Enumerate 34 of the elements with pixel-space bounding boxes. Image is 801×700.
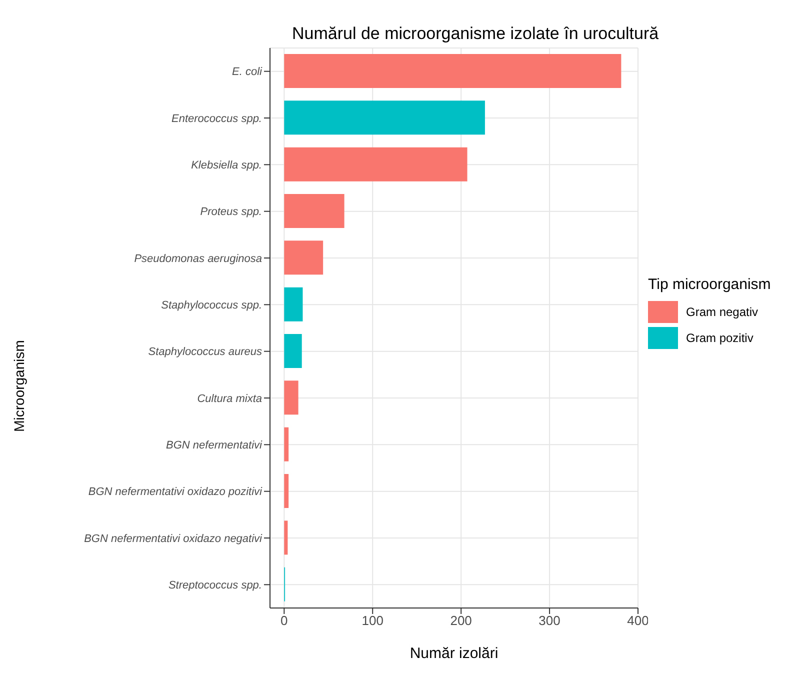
bar [284,287,303,322]
y-tick-label: Staphylococcus spp. [161,300,262,312]
y-tick-label: Streptococcus spp. [168,580,262,592]
bar [284,380,298,415]
legend-title: Tip microorganism [648,276,771,293]
bar [284,100,485,135]
bar [284,474,289,508]
bar [284,147,468,182]
x-tick-label: 300 [538,613,560,628]
x-tick-label: 200 [450,613,472,628]
x-tick-label: 400 [627,613,649,628]
y-tick-label: Pseudomonas aeruginosa [134,252,262,265]
y-tick-label: BGN nefermentativi oxidazo negativi [84,532,263,545]
bar [284,54,622,88]
bar [284,520,288,555]
x-axis-title: Număr izolări [410,645,498,662]
legend-label: Gram pozitiv [686,331,754,345]
y-tick-label: E. coli [232,66,263,78]
y-tick-label: BGN nefermentativi [166,440,263,452]
y-tick-label: BGN nefermentativi oxidazo pozitivi [88,486,263,498]
y-tick-label: Enterococcus spp. [172,112,262,125]
y-axis-title: Microorganism [11,339,27,434]
x-tick-label: 0 [280,613,288,628]
y-tick-label: Staphylococcus aureus [148,346,262,358]
legend-label: Gram negativ [686,305,758,319]
chart-title: Numărul de microorganisme izolate în urocultură [292,24,660,44]
bar [284,334,302,368]
bar [284,240,324,275]
y-tick-label: Proteus spp. [200,206,262,218]
bar [284,427,289,462]
y-tick-label: Klebsiella spp. [191,160,262,172]
x-tick-label: 100 [362,613,384,628]
bar [284,194,344,228]
y-tick-label: Cultura mixta [197,392,262,405]
